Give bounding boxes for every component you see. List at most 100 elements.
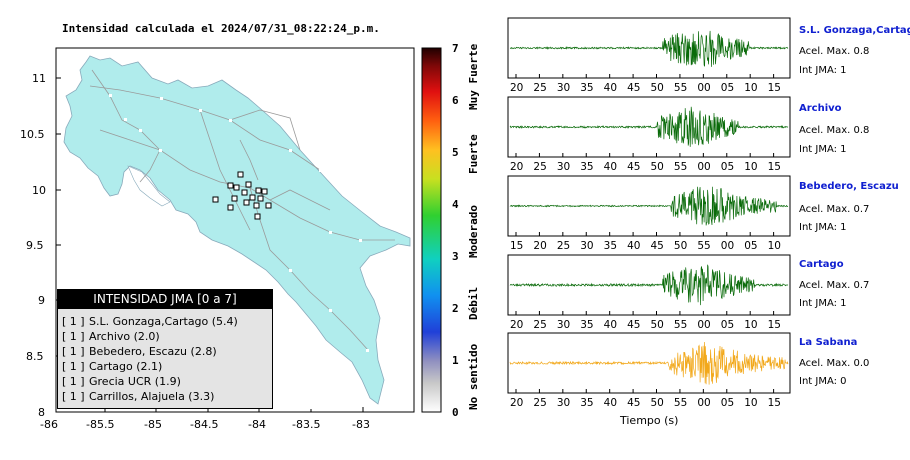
legend-row: [ 1 ] S.L. Gonzaga,Cartago (5.4) [62,315,238,328]
waveform-tick-label: 35 [604,240,617,252]
lon-tick-labels: -86 -85.5 -85 -84.5 -84 -83.5 -83 [40,418,370,431]
station-acel-max: Acel. Max. 0.8 [799,125,870,136]
colorbar-tick-label: 4 [452,198,459,211]
waveform-tick-label: 00 [697,319,710,331]
legend-row: [ 1 ] Cartago (2.1) [62,360,162,373]
legend-header: INTENSIDAD JMA [0 a 7] [58,290,272,309]
lon-tick-label: -83 [352,418,370,431]
waveform-trace [509,106,789,147]
station-acel-max: Acel. Max. 0.0 [799,358,870,369]
time-axis-label: Tiempo (s) [620,414,679,427]
colorbar-category-label: Fuerte [467,134,480,174]
station-acel-max: Acel. Max. 0.7 [799,280,870,291]
legend-row-text: Carrillos, Alajuela (3.3) [89,390,215,403]
colorbar-category-label: Muy Fuerte [467,43,480,110]
station-acel-max: Acel. Max. 0.7 [799,204,870,215]
legend-row-level: [ 1 ] [62,360,85,373]
colorbar-category-label: No sentido [467,343,480,410]
waveform-tick-label: 45 [627,161,640,173]
legend-row-text: Cartago (2.1) [89,360,163,373]
legend-row-level: [ 1 ] [62,315,85,328]
waveform-tick-label: 30 [557,397,570,409]
waveform-tick-label: 05 [721,161,734,173]
station-acel-max: Acel. Max. 0.8 [799,46,870,57]
waveform-tick-label: 10 [768,240,781,252]
waveform-tick-label: 20 [510,397,523,409]
waveform-tick-label: 15 [510,240,523,252]
legend-row-level: [ 1 ] [62,390,85,403]
colorbar-tick-label: 7 [452,42,459,55]
gulf-water [127,165,171,207]
waveform-tick-label: 00 [697,82,710,94]
legend-row-text: Archivo (2.0) [89,330,160,343]
waveform-tick-label: 55 [674,319,687,331]
station-name: S.L. Gonzaga,Cartago [799,25,910,36]
waveform-tick-label: 00 [721,240,734,252]
colorbar-tick-label: 6 [452,94,459,107]
colorbar-tick-label: 1 [452,354,459,367]
waveform-tick-label: 35 [580,397,593,409]
colorbar-tick-label: 3 [452,250,459,263]
lat-tick-label: 8.5 [26,350,44,363]
waveform-trace [509,341,789,385]
waveform-tick-label: 40 [604,397,617,409]
waveform-tick-label: 45 [627,397,640,409]
waveform-tick-label: 55 [674,161,687,173]
waveform-plot [507,175,791,237]
waveform-tick-label: 20 [510,82,523,94]
waveform-tick-label: 20 [510,319,523,331]
colorbar-category-labels: No sentido Débil Moderado Fuerte Muy Fue… [467,43,480,410]
station-int-jma: Int JMA: 1 [799,298,847,309]
lat-tick-label: 9 [38,294,45,307]
lat-tick-label: 11 [32,72,46,85]
waveform-tick-label: 30 [557,319,570,331]
intensity-colorbar [421,47,442,413]
station-int-jma: Int JMA: 1 [799,222,847,233]
lat-tick-labels: 11 10.5 10 9.5 9 8.5 8 [20,72,46,419]
waveform-tick-label: 10 [744,397,757,409]
costa-rica-land [63,55,411,405]
waveform-trace [509,30,789,67]
waveform-tick-label: 15 [768,397,781,409]
waveform-tick-label: 45 [627,319,640,331]
waveform-tick-label: 40 [604,161,617,173]
legend-row: [ 1 ] Archivo (2.0) [62,330,160,343]
colorbar-tick-label: 2 [452,302,459,315]
waveform-tick-label: 15 [768,319,781,331]
waveform-tick-label: 25 [533,397,546,409]
waveform-tick-label: 05 [721,319,734,331]
map-title: Intensidad calculada el 2024/07/31_08:22… [62,22,380,35]
intensity-map-panel: 11 10.5 10 9.5 9 8.5 8 -86 -85.5 -85 -84… [20,22,480,431]
waveform-trace [509,186,789,226]
legend-row-level: [ 1 ] [62,330,85,343]
waveform-plot [507,332,791,394]
waveform-tick-label: 20 [510,161,523,173]
waveform-tick-label: 30 [557,161,570,173]
legend-row-level: [ 1 ] [62,375,85,388]
waveform-tick-label: 50 [651,397,664,409]
station-name: Cartago [799,259,844,270]
waveform-tick-label: 10 [744,161,757,173]
station-name: La Sabana [799,337,858,348]
station-markers [212,171,272,220]
waveform-tick-label: 10 [744,319,757,331]
waveform-tick-label: 45 [627,82,640,94]
colorbar-tick-label: 5 [452,146,459,159]
town-markers [109,94,369,352]
waveform-plot [507,96,791,158]
colorbar-category-label: Débil [467,287,480,320]
waveform-tick-label: 35 [580,161,593,173]
lon-tick-label: -84 [248,418,266,431]
waveform-tick-label: 55 [674,82,687,94]
colorbar-ticks: 0 1 2 3 4 5 6 7 [452,42,459,419]
waveform-tick-label: 50 [651,82,664,94]
waveform-tick-label: 45 [651,240,664,252]
waveform-tick-label: 05 [744,240,757,252]
waveform-tick-label: 50 [651,161,664,173]
waveform-tick-label: 15 [768,161,781,173]
waveform-tick-label: 25 [533,161,546,173]
waveform-tick-label: 35 [580,82,593,94]
legend-row: [ 1 ] Grecia UCR (1.9) [62,375,181,388]
waveform-tick-label: 40 [604,319,617,331]
